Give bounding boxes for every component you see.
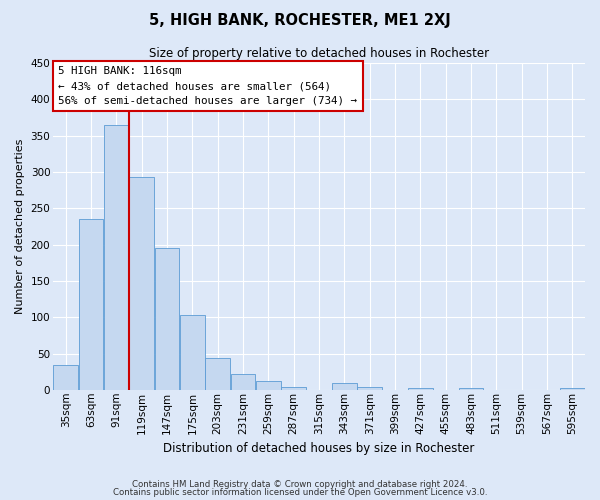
Y-axis label: Number of detached properties: Number of detached properties <box>15 139 25 314</box>
Bar <box>332 383 356 390</box>
Bar <box>130 177 154 390</box>
Bar <box>408 388 433 390</box>
Bar <box>79 220 103 390</box>
Bar <box>104 125 128 390</box>
Bar <box>53 364 78 390</box>
Text: Contains public sector information licensed under the Open Government Licence v3: Contains public sector information licen… <box>113 488 487 497</box>
Bar <box>231 374 256 390</box>
Bar <box>180 314 205 390</box>
Text: 5, HIGH BANK, ROCHESTER, ME1 2XJ: 5, HIGH BANK, ROCHESTER, ME1 2XJ <box>149 12 451 28</box>
Bar <box>281 386 306 390</box>
Bar <box>155 248 179 390</box>
Bar <box>560 388 584 390</box>
Text: Contains HM Land Registry data © Crown copyright and database right 2024.: Contains HM Land Registry data © Crown c… <box>132 480 468 489</box>
Bar <box>358 386 382 390</box>
Bar <box>256 380 281 390</box>
X-axis label: Distribution of detached houses by size in Rochester: Distribution of detached houses by size … <box>163 442 475 455</box>
Bar <box>205 358 230 390</box>
Bar <box>459 388 484 390</box>
Title: Size of property relative to detached houses in Rochester: Size of property relative to detached ho… <box>149 48 489 60</box>
Text: 5 HIGH BANK: 116sqm
← 43% of detached houses are smaller (564)
56% of semi-detac: 5 HIGH BANK: 116sqm ← 43% of detached ho… <box>58 66 358 106</box>
